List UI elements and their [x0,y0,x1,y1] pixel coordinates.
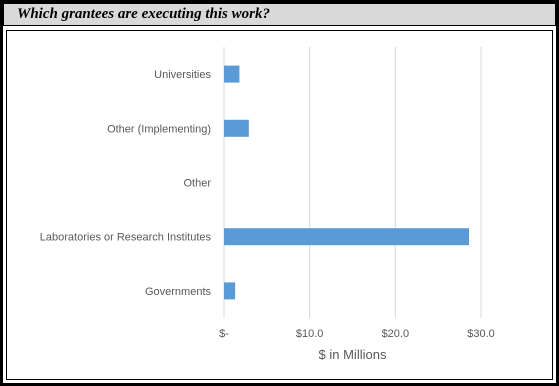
chart-area [6,30,553,380]
x-tick-labels: $- $10.0 $20.0 $30.0 [219,328,495,340]
bar [224,282,236,300]
x-tick-label: $10.0 [296,328,324,340]
category-labels: Universities Other (Implementing) Other Lab… [40,69,212,298]
x-tick-label: $- [219,328,229,340]
bar [224,65,240,83]
gridlines [223,47,482,318]
category-label: Governments [145,286,212,298]
category-label: Laboratories or Research Institutes [40,232,212,244]
figure-header: Which grantees are executing this work? [3,3,556,26]
category-label: Other [183,178,211,190]
bar [224,119,249,137]
category-label: Other (Implementing) [107,123,211,135]
x-tick-label: $30.0 [467,328,495,340]
x-tick-label: $20.0 [382,328,410,340]
figure-title: Which grantees are executing this work? [17,6,270,22]
category-label: Universities [154,69,211,81]
bars [224,65,470,300]
bar [224,228,470,246]
x-axis-title: $ in Millions [319,347,387,362]
